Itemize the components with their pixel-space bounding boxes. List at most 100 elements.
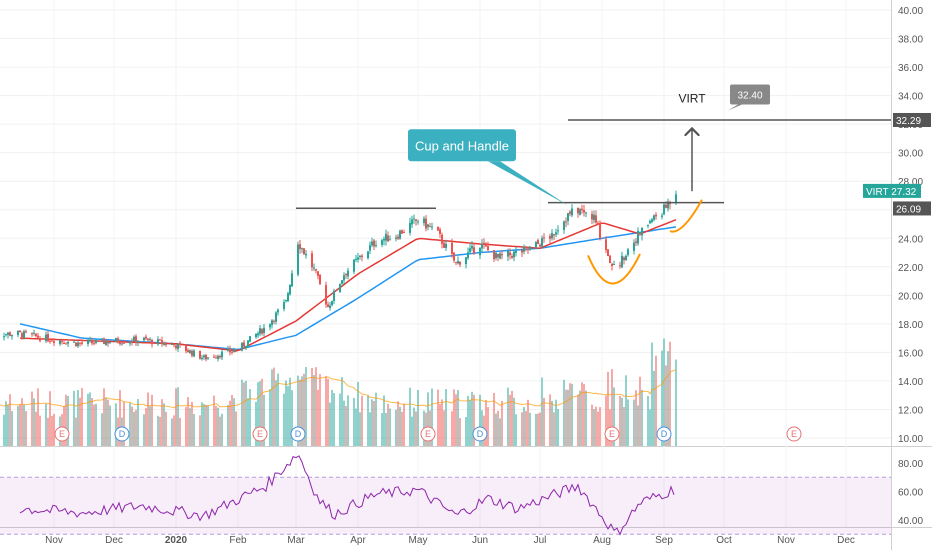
candle-body	[63, 343, 65, 345]
volume-bar	[625, 375, 627, 446]
candle-body	[361, 255, 363, 258]
price-tick-label: 40.00	[898, 6, 923, 17]
earnings-badge	[420, 426, 436, 442]
candle-body	[459, 261, 461, 265]
time-tick-label: 2020	[165, 535, 188, 546]
handle-curve	[669, 199, 703, 233]
candle-body	[91, 341, 93, 344]
time-tick-label: Dec	[105, 535, 123, 546]
candle-body	[529, 246, 531, 250]
volume-bar	[129, 403, 131, 446]
time-tick-label: Nov	[45, 535, 63, 546]
candlesticks	[3, 190, 677, 362]
candle-body	[453, 252, 455, 261]
candle-body	[367, 251, 369, 259]
candle-body	[411, 219, 413, 225]
candle-body	[613, 264, 615, 266]
volume-bar	[529, 412, 531, 446]
symbol-label: VIRT	[678, 92, 706, 106]
candle-body	[213, 356, 215, 358]
volume-bar	[65, 394, 67, 446]
volume-bar	[163, 403, 165, 446]
candle-body	[493, 250, 495, 260]
volume-bar	[7, 404, 9, 446]
volume-bar	[173, 415, 175, 446]
volume-bar	[89, 392, 91, 446]
volume-bar	[563, 379, 565, 446]
candle-body	[385, 233, 387, 241]
time-tick-label: Jun	[472, 535, 488, 546]
target-label: 32.40	[737, 90, 762, 101]
time-tick-label: Nov	[777, 535, 795, 546]
volume-bar	[185, 406, 187, 446]
volume-bar	[339, 393, 341, 446]
volume-bar	[591, 404, 593, 446]
volume-bar	[215, 406, 217, 446]
time-tick-label: Dec	[837, 535, 855, 546]
volume-bar	[347, 395, 349, 446]
candle-body	[465, 257, 467, 265]
volume-bar	[467, 395, 469, 446]
price-tick-label: 14.00	[898, 377, 923, 388]
candle-body	[61, 341, 63, 343]
volume-bar	[291, 390, 293, 446]
candle-body	[187, 350, 189, 353]
volume-bar	[577, 394, 579, 446]
time-tick-label: Mar	[287, 535, 305, 546]
candle-body	[217, 356, 219, 359]
candle-body	[565, 221, 567, 223]
volume-bar	[133, 411, 135, 446]
volume-bar	[45, 403, 47, 446]
volume-bar	[119, 390, 121, 446]
candle-body	[137, 340, 139, 343]
candle-body	[495, 252, 497, 259]
candle-body	[229, 347, 231, 353]
candle-body	[193, 350, 195, 357]
volume-bar	[137, 399, 139, 446]
callout-label: Cup and Handle	[415, 138, 509, 153]
volume-bar	[549, 394, 551, 446]
volume-ma	[0, 369, 677, 409]
price-tick-label: 18.00	[898, 320, 923, 331]
candle-body	[311, 253, 313, 268]
volume-bar	[611, 369, 613, 446]
volume-bar	[411, 416, 413, 446]
volume-bar	[243, 382, 245, 446]
volume-bar	[651, 342, 653, 446]
candle-body	[355, 258, 357, 260]
candle-body	[133, 336, 135, 342]
candle-body	[331, 301, 333, 306]
volume-bar	[233, 398, 235, 446]
candle-body	[275, 312, 277, 322]
volume-bar	[131, 406, 133, 446]
candle-body	[201, 357, 203, 360]
candle-body	[305, 253, 307, 256]
candle-body	[241, 342, 243, 351]
volume-bar	[205, 404, 207, 446]
candle-body	[215, 357, 217, 359]
volume-bar	[319, 374, 321, 446]
volume-bar	[397, 401, 399, 446]
candle-body	[79, 342, 81, 344]
candle-body	[257, 333, 259, 336]
rsi-tick-label: 80.00	[898, 459, 923, 470]
candle-body	[647, 224, 649, 227]
candle-body	[499, 253, 501, 259]
volume-bar	[277, 373, 279, 446]
volume-bar	[213, 395, 215, 446]
candle-body	[345, 273, 347, 276]
volume-bar	[359, 412, 361, 446]
candle-body	[47, 333, 49, 342]
volume-bar	[333, 393, 335, 446]
volume-bar	[35, 411, 37, 446]
candle-body	[73, 341, 75, 343]
candle-body	[227, 348, 229, 351]
dividend-badge	[114, 426, 130, 442]
candle-body	[165, 343, 167, 345]
candle-body	[207, 357, 209, 359]
volume-bar	[663, 338, 665, 446]
volume-bar	[511, 390, 513, 446]
candle-body	[577, 207, 579, 214]
candle-body	[177, 343, 179, 349]
